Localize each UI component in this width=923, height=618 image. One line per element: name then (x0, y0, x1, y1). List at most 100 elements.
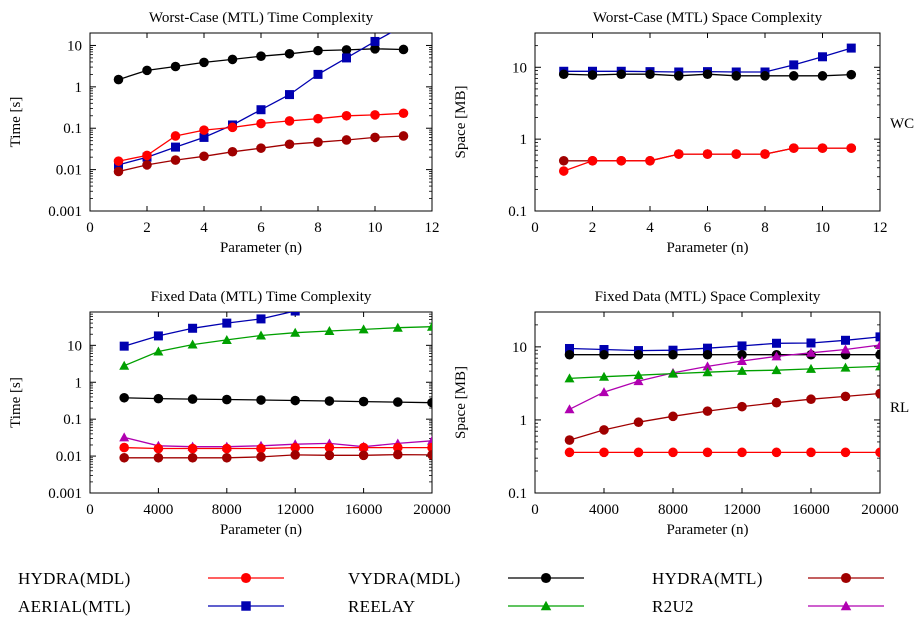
x-axis-label: Parameter (n) (220, 240, 302, 256)
data-point (771, 365, 782, 375)
x-tick-label: 10 (368, 220, 383, 236)
data-point (840, 344, 851, 354)
y-tick-label: 0.01 (56, 449, 82, 465)
data-point (771, 447, 782, 458)
data-point (119, 432, 130, 442)
data-point (587, 155, 598, 166)
data-point (875, 388, 880, 399)
data-point (806, 363, 816, 373)
data-point (645, 69, 655, 80)
y-tick-label: 10 (512, 340, 527, 356)
y-tick-label: 0.01 (56, 163, 82, 179)
data-point (668, 447, 678, 458)
data-point (875, 361, 880, 371)
y-tick-label: 10 (67, 38, 82, 54)
data-point (633, 376, 644, 386)
x-axis-label: Parameter (n) (666, 522, 748, 538)
data-point (599, 447, 609, 458)
data-point (227, 122, 238, 133)
legend-entry-r2u2: R2U2 (652, 597, 884, 616)
data-point (633, 349, 644, 360)
data-point (817, 143, 828, 153)
data-point (846, 143, 857, 153)
legend-label: VYDRA(MDL) (348, 569, 461, 588)
side-label-rl: RL (890, 400, 909, 416)
series-line (124, 397, 432, 404)
data-point (187, 452, 198, 463)
data-point (256, 452, 266, 462)
data-point (256, 51, 266, 62)
data-point (199, 151, 209, 162)
data-point (702, 447, 713, 458)
data-point (341, 135, 352, 145)
data-point (113, 74, 124, 85)
data-point (702, 149, 713, 159)
data-point (427, 450, 432, 460)
legend-entry-reelay: REELAY (348, 597, 584, 616)
legend-entry-hydra-mtl: HYDRA(MTL) (652, 569, 884, 588)
legend: HYDRA(MDL) VYDRA(MDL) HYDRA(MTL) AERIAL(MTL… (18, 569, 884, 616)
data-point (427, 435, 432, 445)
data-point (771, 397, 782, 408)
data-point (256, 443, 266, 454)
data-point (599, 387, 609, 397)
data-point (599, 345, 609, 355)
data-point (599, 425, 609, 435)
x-tick-label: 12000 (723, 502, 761, 518)
legend-marker (540, 572, 552, 584)
y-tick-label: 0.1 (508, 204, 527, 220)
x-tick-label: 4 (200, 220, 208, 236)
data-point (222, 443, 232, 454)
y-axis-label: Time [s] (8, 377, 24, 428)
legend-label: AERIAL(MTL) (18, 597, 131, 616)
data-point (846, 43, 856, 53)
data-point (702, 406, 713, 416)
chart-title: Worst-Case (MTL) Space Complexity (593, 10, 823, 26)
data-point (256, 330, 266, 340)
data-point (840, 362, 851, 372)
series-line (124, 446, 432, 450)
data-point (153, 346, 164, 356)
data-point (702, 361, 713, 371)
data-point (840, 391, 851, 402)
data-point (564, 373, 575, 383)
y-tick-label: 0.1 (508, 486, 527, 502)
data-point (256, 314, 266, 324)
plot-frame (534, 32, 881, 212)
data-point (668, 349, 678, 360)
data-point (393, 442, 403, 453)
data-point (324, 450, 335, 461)
data-point (393, 397, 403, 407)
y-axis-label: Space [MB] (453, 366, 469, 439)
data-point (398, 131, 409, 141)
y-tick-label: 10 (512, 60, 527, 76)
data-point (587, 70, 598, 80)
data-point (737, 401, 747, 412)
data-point (119, 452, 129, 463)
series-line (118, 135, 404, 173)
legend-label: REELAY (348, 597, 415, 616)
series-line (569, 336, 880, 352)
data-point (187, 443, 198, 454)
data-point (806, 347, 816, 357)
data-point (392, 322, 403, 332)
data-point (313, 69, 323, 79)
data-point (153, 331, 163, 341)
data-point (113, 156, 124, 166)
x-tick-label: 16000 (792, 502, 830, 518)
data-point (616, 69, 627, 80)
y-tick-label: 1 (75, 80, 83, 96)
x-tick-label: 4 (646, 220, 654, 236)
data-point (558, 69, 569, 80)
data-point (324, 396, 335, 406)
x-tick-label: 6 (704, 220, 712, 236)
legend-entry-hydra-mdl: HYDRA(MDL) (18, 569, 284, 588)
y-tick-label: 10 (67, 338, 82, 354)
legend-label: HYDRA(MDL) (18, 569, 131, 588)
data-point (393, 449, 403, 460)
series-line (569, 365, 880, 380)
data-point (199, 125, 209, 135)
data-point (324, 325, 335, 335)
series-hydra-mtl (564, 388, 880, 445)
